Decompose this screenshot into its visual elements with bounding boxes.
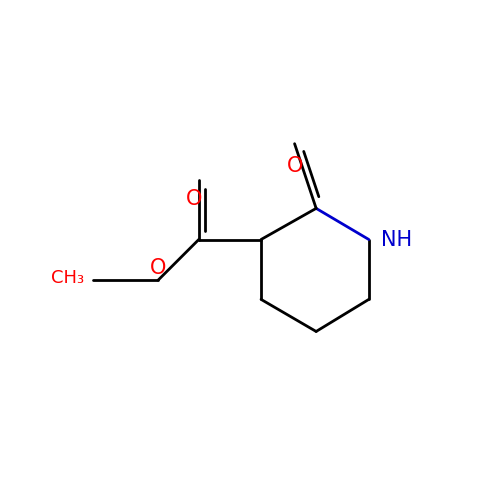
Text: CH₃: CH₃ [51, 269, 84, 287]
Text: O: O [286, 156, 303, 176]
Text: O: O [186, 189, 202, 209]
Text: O: O [150, 258, 166, 278]
Text: NH: NH [381, 229, 412, 250]
